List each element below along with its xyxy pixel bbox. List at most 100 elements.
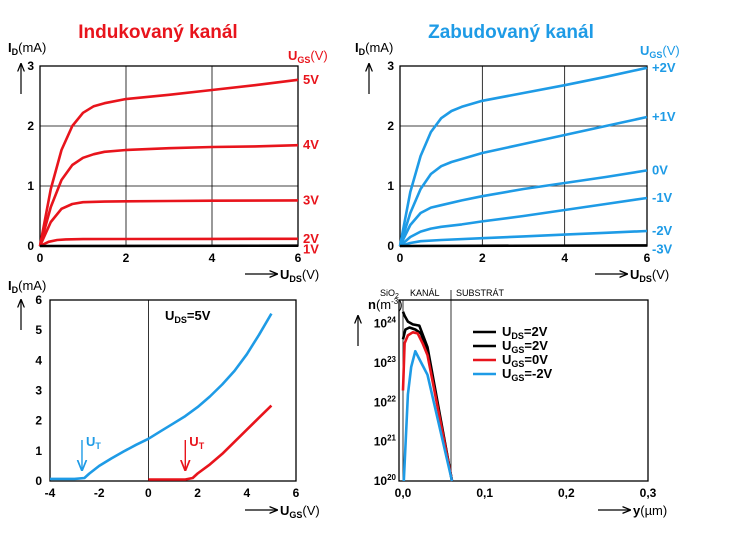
series-label: +2V [652,60,676,75]
series-label: 4V [303,137,319,152]
y-tick-label: 2 [35,414,42,428]
series-label: 5V [303,72,319,87]
chart-title: Indukovaný kanál [78,22,237,43]
x-axis-label: UDS(V) [630,267,669,284]
x-axis-label: y(µm) [633,503,667,518]
y-tick-label: 1022 [374,394,397,409]
y-tick-label: 1020 [374,473,397,488]
y-tick-label: 6 [35,293,42,307]
x-tick-label: 6 [293,486,300,500]
y-tick-label: 0 [387,239,394,253]
x-tick-label: 4 [243,486,250,500]
x-axis-label: UGS(V) [280,503,320,520]
legend-entry: UGS=0V [502,352,548,369]
tick-labels: 0 1 2 3 4 5 6 -4 -2 0 2 4 6 [35,293,299,500]
y-tick-label: 3 [35,384,42,398]
x-tick-label: 6 [644,251,651,265]
threshold-label: UT [189,434,204,451]
concentration-curve [401,311,454,482]
tick-labels: 0 1 2 3 0 2 4 6 [387,59,650,265]
concentration-curve [401,326,454,482]
y-tick-label: 3 [27,59,34,73]
y-tick-label: 5 [35,323,42,337]
x-tick-label: 0,0 [395,486,412,500]
transfer-curve [148,404,273,481]
x-tick-label: 0,3 [640,486,657,500]
x-tick-label: 6 [295,251,302,265]
series-label: -3V [652,241,673,256]
concentration-curve [401,330,454,482]
x-tick-label: 0 [37,251,44,265]
x-tick-label: 4 [209,251,216,265]
y-tick-label: 1 [27,179,34,193]
series-label: -2V [652,223,673,238]
legend-entry: UGS=-2V [502,366,553,383]
plot-frame [39,65,299,247]
x-axis-label: UDS(V) [280,267,319,284]
series-label: 2V [303,231,319,246]
channel-label: KANÁL [410,288,440,298]
chart-carrier-concentration: n(m-3) SiO2 KANÁL SUBSTRÁT 1020102110221… [358,288,667,518]
series-line [39,237,299,248]
legend-header: UGS(V) [640,43,680,60]
series-lines [398,66,648,248]
y-tick-label: 1 [35,444,42,458]
series-line [38,199,299,247]
legend-header: UGS(V) [288,48,328,65]
y-axis-label: ID(mA) [8,278,46,295]
chart-transfer-characteristic: ID(mA) UDS=5V 0 1 2 3 4 5 6 -4 -2 0 2 4 6 UT UT UGS(V… [8,278,320,520]
x-tick-label: 0,1 [476,486,493,500]
series-lines [38,78,299,248]
y-tick-label: 1 [387,179,394,193]
series-line [398,66,648,247]
y-tick-label: 1024 [374,316,397,331]
x-tick-label: 0 [397,251,404,265]
series-labels: +2V +1V 0V -1V -2V -3V [652,60,676,257]
y-tick-label: 0 [27,239,34,253]
oxide-label: SiO2 [380,288,399,300]
series-line [38,143,299,247]
series-line [399,196,648,247]
y-axis-label: ID(mA) [8,40,46,57]
threshold-markers: UT UT [82,434,205,470]
y-tick-label: 2 [387,119,394,133]
series-line [398,169,648,247]
series-label: 3V [303,192,319,207]
gridlines [40,66,298,246]
x-tick-label: -2 [94,486,105,500]
x-tick-label: -4 [45,486,56,500]
legend-entry: UDS=2V [502,324,548,341]
y-tick-label: 4 [35,353,42,367]
series-label: -1V [652,190,673,205]
series-line [398,115,648,247]
y-tick-label: 1023 [374,355,397,370]
substrate-label: SUBSTRÁT [456,288,505,298]
tick-labels: 0 1 2 3 0 2 4 6 [27,59,301,265]
plot-frame [398,299,649,482]
x-tick-label: 2 [479,251,486,265]
concentration-curve [402,349,454,482]
series-lines [50,312,273,481]
x-tick-label: 0 [145,486,152,500]
series-label: 1V [303,242,319,257]
y-tick-label: 3 [387,59,394,73]
legend-entry: UGS=2V [502,338,548,355]
y-tick-label: 1021 [374,434,397,449]
x-tick-label: 2 [123,251,130,265]
x-tick-label: 0,2 [558,486,575,500]
series-label: +1V [652,109,676,124]
x-tick-label: 2 [194,486,201,500]
x-tick-label: 4 [561,251,568,265]
tick-labels: 1020 1021 1022 1023 1024 0,0 0,1 0,2 0,3 [374,316,657,500]
y-tick-label: 0 [35,474,42,488]
y-axis-label: ID(mA) [355,40,393,57]
series-label: 0V [652,162,668,177]
chart-title: Zabudovaný kanál [428,22,594,43]
series-lines [401,311,454,482]
y-axis-label: n(m-3) [368,297,403,312]
